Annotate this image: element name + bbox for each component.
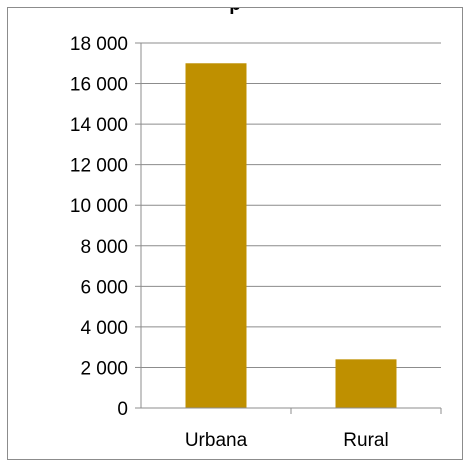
bar-urbana	[186, 63, 247, 408]
y-tick-label: 12 000	[70, 156, 128, 177]
bars	[186, 63, 397, 408]
y-tick-label: 10 000	[70, 196, 128, 217]
x-tick-label: Urbana	[185, 430, 248, 451]
y-tick-label: 16 000	[70, 75, 128, 96]
axes	[135, 43, 441, 414]
y-tick-label: 0	[117, 399, 128, 420]
bar-chart: 0 2 000 4 000 6 000 8 000 10 000 12 000 14 000 1…	[8, 8, 463, 460]
y-tick-label: 14 000	[70, 115, 128, 136]
y-tick-label: 4 000	[80, 318, 128, 339]
y-tick-label: 2 000	[80, 358, 128, 379]
y-tick-label: 8 000	[80, 237, 128, 258]
x-tick-label: Rural	[343, 430, 388, 451]
bar-rural	[336, 359, 397, 408]
y-tick-label: 18 000	[70, 34, 128, 55]
y-tick-label: 6 000	[80, 277, 128, 298]
